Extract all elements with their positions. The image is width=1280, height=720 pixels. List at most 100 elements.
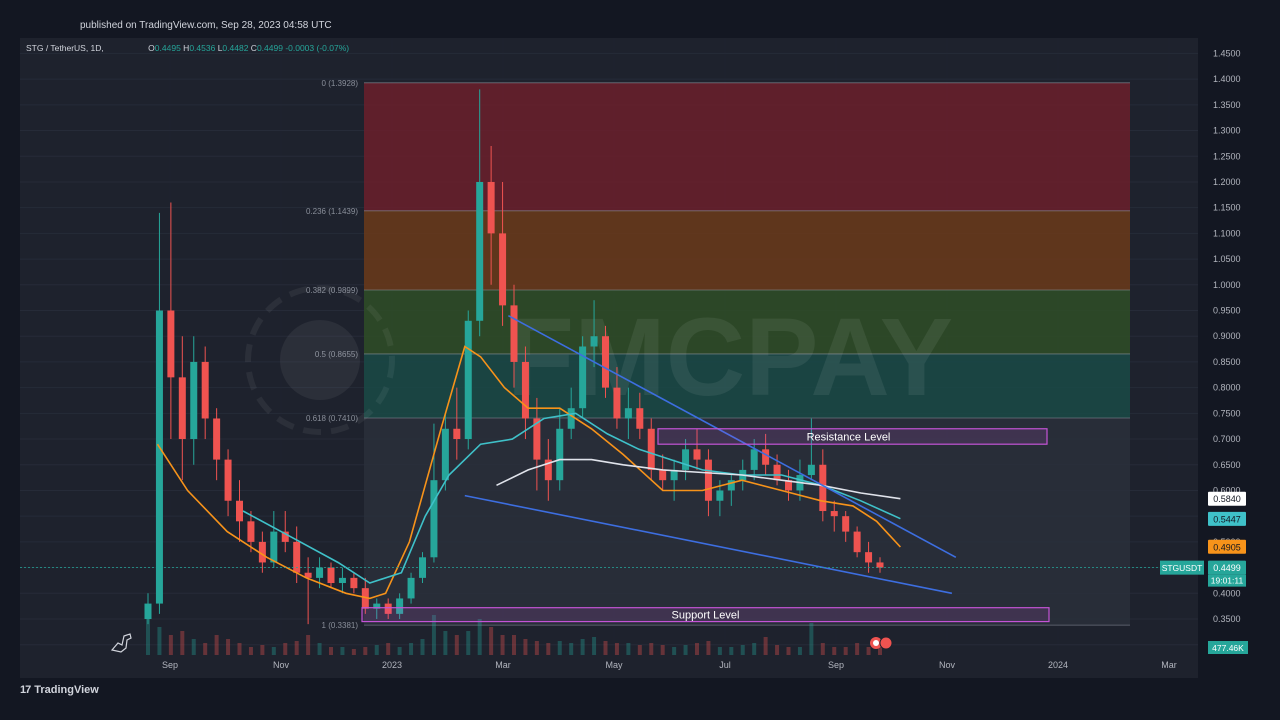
candle-body [716, 490, 724, 501]
candle-body [853, 531, 861, 553]
volume-bar [786, 647, 791, 655]
y-tick-label: 1.0500 [1213, 254, 1241, 264]
candle-body [190, 361, 198, 440]
y-tick-label: 0.9500 [1213, 306, 1241, 316]
volume-bar [775, 645, 780, 655]
candle-body [510, 305, 518, 362]
candle-body [178, 377, 186, 440]
candle-body [464, 320, 472, 440]
y-tick-label: 0.9000 [1213, 331, 1241, 341]
candle-body [636, 408, 644, 429]
volume-bar [466, 631, 471, 655]
fib-band [364, 417, 1130, 626]
candle-body [807, 464, 815, 476]
trendline [507, 314, 957, 559]
volume-bar [248, 647, 253, 655]
resistance-zone [657, 428, 1048, 445]
candle-body [750, 449, 758, 470]
volume-bar [603, 641, 608, 655]
volume-bar [809, 623, 814, 655]
candle-body [819, 464, 827, 512]
candle-body [396, 598, 404, 614]
candle-body [521, 361, 529, 419]
volume-tag-label: 477.46K [1212, 643, 1244, 653]
x-tick-label: Jul [719, 660, 731, 670]
candle-body [693, 449, 701, 460]
fib-label: 0.236 (1.1439) [306, 207, 358, 216]
volume-bar [306, 635, 311, 655]
trendline [464, 494, 953, 595]
x-tick-label: Mar [1161, 660, 1177, 670]
candle-body [590, 336, 598, 347]
volume-bar [752, 643, 757, 655]
x-tick-label: Nov [273, 660, 290, 670]
published-caption: published on TradingView.com, Sep 28, 20… [80, 20, 332, 31]
candle-body [785, 480, 792, 491]
candle-body [407, 577, 415, 599]
volume-bar [820, 643, 825, 655]
price-tag-label: 0.5840 [1213, 494, 1241, 504]
x-tick-label: Mar [495, 660, 511, 670]
volume-bar [146, 619, 150, 655]
candle-body [430, 480, 438, 558]
x-tick-label: 2023 [382, 660, 402, 670]
symbol-header: STG / TetherUS, 1D, O0.4495 H0.4536 L0.4… [26, 43, 349, 53]
symbol-tag-label: STGUSDT [1162, 563, 1203, 573]
volume-bar [443, 631, 448, 655]
y-tick-label: 0.6500 [1213, 460, 1241, 470]
candle-body [647, 428, 655, 470]
open-label: O [148, 43, 155, 53]
flag-icon [873, 640, 879, 646]
volume-bar [649, 643, 654, 655]
fib-label: 0 (1.3928) [322, 79, 359, 88]
price-tag-label: 0.4499 [1213, 563, 1241, 573]
y-tick-label: 1.2500 [1213, 151, 1241, 161]
candle-body [773, 464, 781, 481]
volume-bar [534, 641, 539, 655]
candle-body [224, 459, 232, 501]
candle-body [304, 572, 312, 578]
candle-body [384, 603, 392, 614]
volume-bar [706, 641, 711, 655]
fib-label: 0.382 (0.9899) [306, 286, 358, 295]
candle-body [876, 562, 884, 568]
y-tick-label: 1.3000 [1213, 126, 1241, 136]
volume-bar [191, 639, 196, 655]
price-tag-label: 0.4905 [1213, 542, 1241, 552]
volume-bar [500, 635, 505, 655]
volume-bar [512, 635, 516, 655]
volume-bar [843, 647, 848, 655]
brand-label: TradingView [34, 684, 99, 696]
tradingview-logo-icon: 17 [20, 684, 31, 696]
volume-bar [363, 647, 368, 655]
high-label: H [183, 43, 190, 53]
volume-bar [797, 647, 802, 655]
fib-label: 0.618 (0.7410) [306, 414, 358, 423]
y-tick-label: 1.1000 [1213, 228, 1241, 238]
tradingview-brand[interactable]: 17 TradingView [20, 684, 99, 696]
zone-label: Support Level [672, 610, 740, 622]
candle-body [682, 449, 690, 470]
volume-bar [283, 643, 288, 655]
fib-band [364, 289, 1130, 354]
support-zone [361, 607, 1050, 623]
volume-bar [626, 643, 631, 655]
candle-body [556, 428, 564, 481]
volume-bar [351, 649, 356, 655]
candle-body [670, 469, 678, 481]
change-value: -0.0003 (-0.07%) [285, 43, 350, 53]
moving-average-line [496, 458, 901, 500]
volume-bar [592, 637, 597, 655]
candle-body [533, 418, 541, 460]
volume-bar [214, 635, 219, 655]
candle-body [865, 552, 873, 563]
volume-bar [683, 645, 688, 655]
symbol-name[interactable]: STG / TetherUS, 1D, [26, 43, 104, 53]
volume-bar [832, 647, 837, 655]
candle-body [167, 310, 175, 378]
volume-bar [329, 647, 333, 655]
candle-body [659, 469, 667, 481]
candle-body [830, 511, 838, 517]
